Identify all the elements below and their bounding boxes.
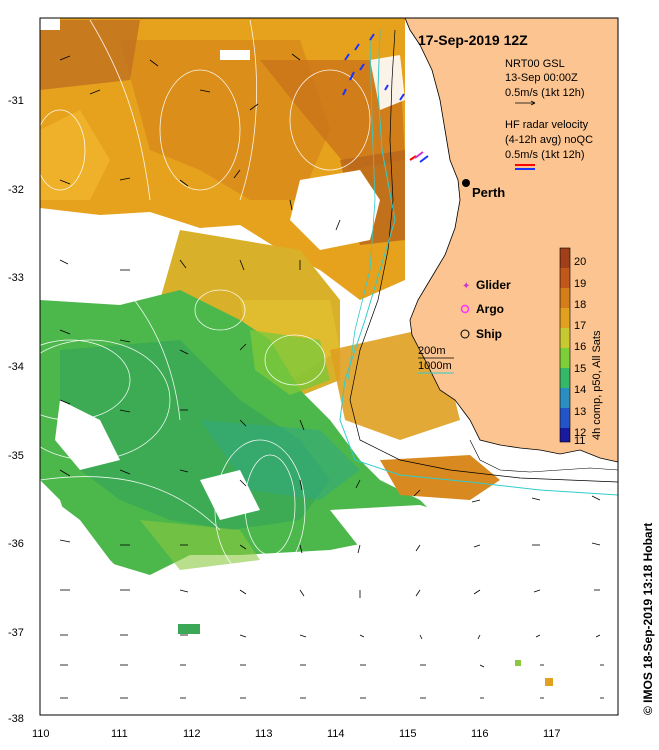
svg-text:(4-12h avg) noQC: (4-12h avg) noQC: [505, 134, 593, 146]
credit-text: © IMOS 18-Sep-2019 13:18 Hobart: [641, 523, 655, 715]
map-title: 17-Sep-2019 12Z: [418, 32, 528, 48]
svg-text:NRT00 GSL: NRT00 GSL: [505, 58, 565, 70]
isobath-1000m: [339, 29, 619, 496]
lon-tick: 111: [111, 728, 128, 740]
colorbar-tick: 18: [574, 299, 586, 311]
colorbar-tick: 15: [574, 363, 586, 375]
colorbar-tick: 20: [574, 256, 586, 268]
gsl-contours: [9, 19, 371, 581]
isobath-200m: [349, 29, 619, 483]
colorbar-tick: 17: [574, 320, 586, 332]
lat-tick: -38: [8, 713, 24, 725]
plot-frame: [39, 17, 619, 716]
colorbar-tick: 19: [574, 278, 586, 290]
isobath-1000m-branch: [347, 39, 376, 381]
colorbar-label: 4h comp, p50, All Sats: [591, 330, 603, 440]
city-label-perth: Perth: [472, 185, 505, 200]
svg-text:0.5m/s (1kt 12h): 0.5m/s (1kt 12h): [505, 87, 584, 99]
svg-text:1000m: 1000m: [418, 360, 452, 372]
lat-tick: -31: [8, 95, 24, 107]
perth-marker: [462, 179, 470, 187]
glider-icon: ✦: [462, 281, 470, 292]
argo-icon: [460, 304, 470, 314]
colorbar-tick: 11: [574, 435, 585, 447]
lon-tick: 110: [32, 728, 50, 740]
lat-tick: -34: [8, 361, 24, 373]
colorbar-tick: 16: [574, 341, 586, 353]
colorbar: 20 19 18 17 16 15 14 13 12 11 4h comp, p…: [559, 247, 603, 447]
lat-tick: -32: [8, 184, 24, 196]
lon-tick: 115: [399, 728, 417, 740]
lat-axis: -31 -32 -33 -34 -35 -36 -37 -38: [8, 95, 24, 725]
platform-legend: ✦ Glider Argo Ship: [460, 278, 511, 341]
lon-tick: 116: [471, 728, 489, 740]
radar-legend: HF radar velocity (4-12h avg) noQC 0.5m/…: [505, 119, 593, 170]
isobath-legend: 200m 1000m: [418, 345, 454, 374]
svg-text:200m: 200m: [418, 345, 446, 357]
lon-tick: 117: [543, 728, 561, 740]
sst-field: [40, 18, 553, 686]
lon-tick: 113: [255, 728, 273, 740]
lat-tick: -37: [8, 627, 24, 639]
svg-text:0.5m/s (1kt 12h): 0.5m/s (1kt 12h): [505, 149, 584, 161]
lon-tick: 114: [327, 728, 345, 740]
lon-axis: 110 111 112 113 114 115 116 117: [32, 728, 561, 740]
platform-label-argo: Argo: [476, 302, 504, 316]
colorbar-tick: 13: [574, 406, 586, 418]
radar-velocity-arrows: [342, 33, 429, 163]
platform-label-glider: Glider: [476, 278, 511, 292]
lat-tick: -35: [8, 450, 24, 462]
colorbar-tick: 14: [574, 384, 586, 396]
ship-icon: [460, 329, 470, 339]
svg-text:HF radar velocity: HF radar velocity: [505, 119, 589, 131]
coast-south: [469, 439, 619, 473]
gsl-legend-arrow-icon: [515, 100, 536, 106]
svg-text:13-Sep 00:00Z: 13-Sep 00:00Z: [505, 72, 578, 84]
platform-label-ship: Ship: [476, 327, 502, 341]
gsl-velocity-arrows: [59, 53, 604, 699]
colorbar-tick: 12: [574, 427, 586, 439]
gsl-legend: NRT00 GSL 13-Sep 00:00Z 0.5m/s (1kt 12h): [505, 58, 584, 106]
lat-tick: -33: [8, 272, 24, 284]
lat-tick: -36: [8, 538, 24, 550]
lon-tick: 112: [183, 728, 201, 740]
